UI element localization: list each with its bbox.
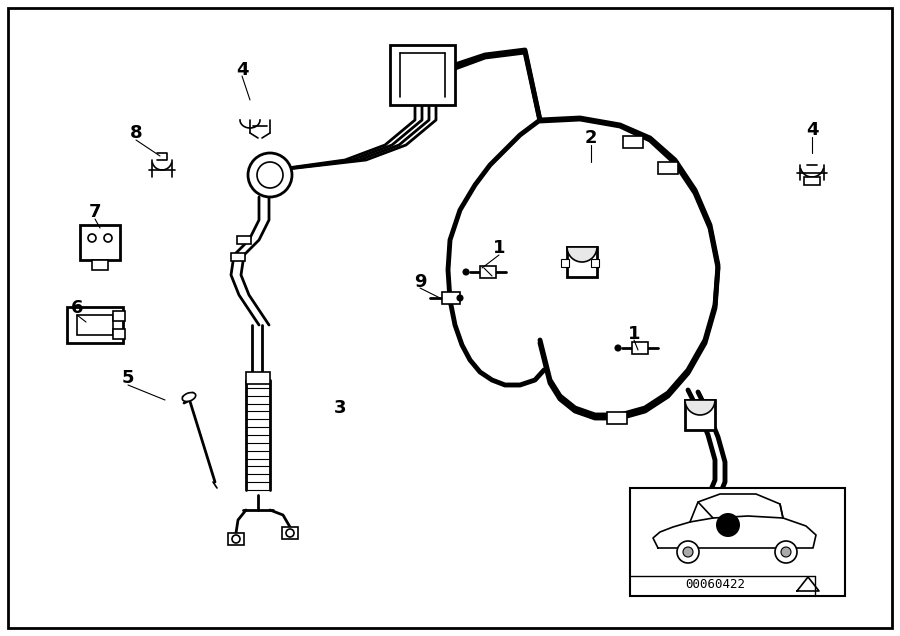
Wedge shape: [685, 400, 715, 415]
Bar: [77, 315, 113, 335]
Bar: [567, 247, 597, 277]
Circle shape: [248, 153, 292, 197]
Bar: [632, 342, 648, 354]
Bar: [442, 292, 460, 304]
Bar: [658, 162, 678, 174]
Circle shape: [457, 295, 463, 301]
Bar: [390, 45, 455, 105]
Text: 1: 1: [628, 325, 640, 343]
Bar: [623, 136, 643, 148]
Bar: [804, 177, 820, 185]
Text: 8: 8: [130, 124, 142, 142]
Bar: [67, 307, 123, 343]
Bar: [480, 266, 496, 278]
Circle shape: [677, 541, 699, 563]
Bar: [591, 259, 599, 267]
Text: 1: 1: [493, 239, 505, 257]
Circle shape: [775, 541, 797, 563]
Bar: [630, 488, 845, 596]
Text: 4: 4: [806, 121, 818, 139]
Bar: [246, 372, 270, 384]
Bar: [80, 225, 120, 260]
Circle shape: [781, 547, 791, 557]
Circle shape: [286, 529, 294, 537]
Ellipse shape: [183, 392, 195, 401]
Circle shape: [683, 547, 693, 557]
Text: 3: 3: [334, 399, 346, 417]
Wedge shape: [567, 247, 597, 262]
Circle shape: [716, 513, 740, 537]
Bar: [231, 253, 245, 261]
Bar: [685, 400, 715, 430]
Bar: [607, 412, 627, 424]
Text: 4: 4: [236, 61, 248, 79]
Bar: [113, 311, 125, 321]
Text: 00060422: 00060422: [685, 577, 745, 590]
Bar: [237, 236, 251, 244]
Bar: [92, 260, 108, 270]
Text: 2: 2: [585, 129, 598, 147]
Text: 5: 5: [122, 369, 134, 387]
Circle shape: [88, 234, 96, 242]
Circle shape: [104, 234, 112, 242]
Circle shape: [463, 269, 469, 275]
Circle shape: [615, 345, 621, 351]
Bar: [561, 259, 569, 267]
Text: 6: 6: [71, 299, 83, 317]
Bar: [282, 527, 298, 539]
Bar: [113, 329, 125, 339]
Bar: [228, 533, 244, 545]
Circle shape: [257, 162, 283, 188]
Circle shape: [232, 535, 240, 543]
Text: 9: 9: [414, 273, 427, 291]
Text: 7: 7: [89, 203, 101, 221]
